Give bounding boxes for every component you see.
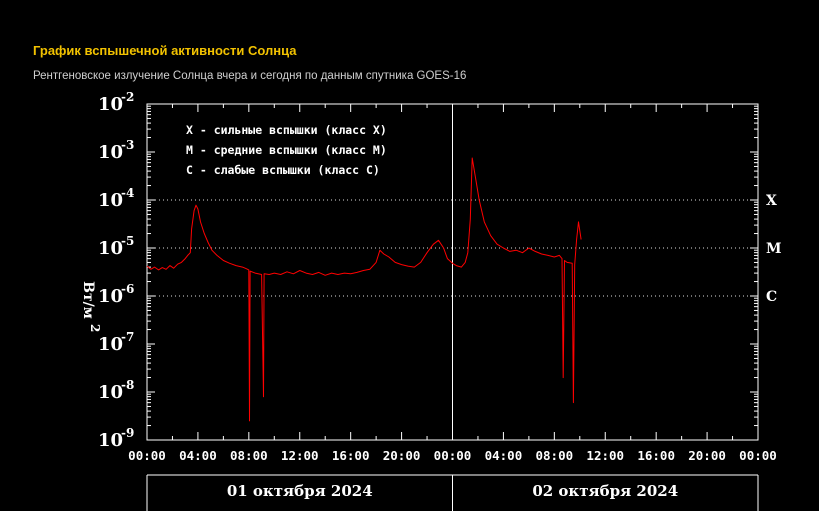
page-title: График вспышечной активности Солнца (33, 43, 297, 58)
y-tick-exponent: -4 (121, 186, 134, 200)
y-tick-label: 10 (98, 190, 123, 211)
y-axis-label-group: Вт/м 2 (80, 281, 102, 332)
x-tick-label: 00:00 (128, 448, 166, 463)
y-tick-exponent: -7 (121, 330, 134, 344)
date-label: 02 октября 2024 (532, 482, 678, 500)
y-tick-label: 10 (98, 286, 123, 307)
legend-item: M - средние вспышки (класс M) (186, 143, 387, 157)
x-tick-label: 16:00 (637, 448, 675, 463)
x-tick-label: 20:00 (383, 448, 421, 463)
legend-item: X - сильные вспышки (класс X) (186, 123, 387, 137)
x-tick-label: 12:00 (281, 448, 319, 463)
y-axis-label: Вт/м (80, 281, 96, 319)
x-tick-label: 08:00 (230, 448, 268, 463)
class-label-x: X (766, 193, 777, 209)
legend-item: C - слабые вспышки (класс C) (186, 163, 380, 177)
y-tick-label: 10 (98, 142, 123, 163)
class-label-m: M (766, 241, 782, 257)
page-subtitle: Рентгеновское излучение Солнца вчера и с… (33, 70, 467, 82)
y-tick-label: 10 (98, 382, 123, 403)
x-tick-label: 08:00 (536, 448, 574, 463)
y-tick-label: 10 (98, 430, 123, 451)
x-tick-label: 12:00 (586, 448, 624, 463)
y-tick-exponent: -3 (121, 138, 134, 152)
x-tick-label: 20:00 (688, 448, 726, 463)
y-tick-label: 10 (98, 94, 123, 115)
y-tick-exponent: -2 (121, 90, 134, 104)
x-tick-label: 00:00 (739, 448, 777, 463)
y-axis-label-exponent: 2 (88, 324, 102, 332)
x-tick-label: 04:00 (485, 448, 523, 463)
x-tick-label: 00:00 (434, 448, 472, 463)
y-tick-label: 10 (98, 334, 123, 355)
x-tick-label: 04:00 (179, 448, 217, 463)
x-tick-label: 16:00 (332, 448, 370, 463)
y-tick-label: 10 (98, 238, 123, 259)
flux-series-line (146, 157, 582, 422)
y-tick-exponent: -6 (121, 282, 134, 296)
y-tick-exponent: -8 (121, 378, 134, 392)
class-label-c: C (766, 289, 777, 305)
y-tick-exponent: -9 (121, 426, 134, 440)
y-tick-exponent: -5 (121, 234, 134, 248)
date-label: 01 октября 2024 (227, 482, 373, 500)
